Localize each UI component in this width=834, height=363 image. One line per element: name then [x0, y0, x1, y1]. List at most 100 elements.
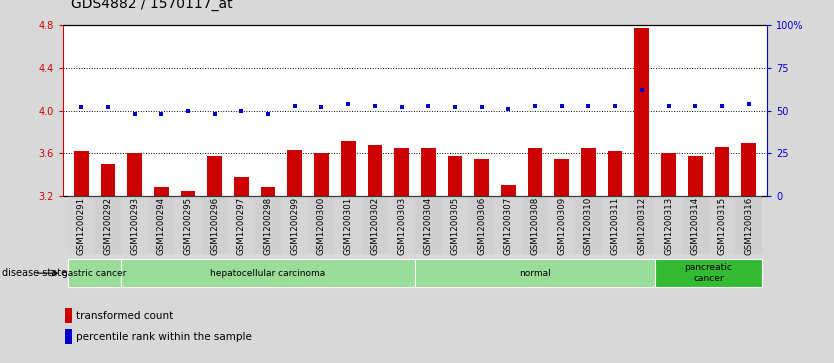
Bar	[394, 148, 409, 196]
Point	[582, 103, 595, 109]
Point	[609, 103, 622, 109]
Text: GSM1200301: GSM1200301	[344, 197, 353, 256]
Bar	[629, 196, 656, 254]
Bar	[736, 196, 762, 254]
Point	[234, 108, 248, 114]
Bar	[234, 177, 249, 196]
Bar	[442, 196, 469, 254]
Point	[422, 103, 435, 109]
Point	[341, 101, 354, 107]
Point	[449, 105, 462, 110]
Point	[742, 101, 756, 107]
Bar	[608, 151, 622, 196]
Bar	[469, 196, 495, 254]
Bar	[421, 148, 435, 196]
Text: GSM1200308: GSM1200308	[530, 197, 540, 256]
Text: GSM1200293: GSM1200293	[130, 197, 139, 255]
Bar	[64, 308, 72, 323]
Bar	[635, 28, 649, 196]
Bar	[741, 143, 756, 196]
Bar	[361, 196, 388, 254]
Bar	[448, 155, 462, 196]
Bar	[121, 196, 148, 254]
Point	[74, 105, 88, 110]
Bar	[288, 150, 302, 196]
Bar	[64, 329, 72, 344]
Point	[689, 103, 702, 109]
Bar	[602, 196, 629, 254]
Point	[636, 87, 649, 93]
Text: disease state: disease state	[2, 268, 67, 278]
Bar	[368, 145, 382, 196]
Bar	[415, 196, 442, 254]
Point	[288, 103, 301, 109]
Bar	[661, 153, 676, 196]
Text: GSM1200294: GSM1200294	[157, 197, 166, 255]
Bar	[715, 147, 729, 196]
Bar	[575, 196, 602, 254]
Bar	[522, 196, 549, 254]
Point	[208, 111, 221, 117]
Point	[368, 103, 381, 109]
Point	[716, 103, 729, 109]
Text: GDS4882 / 1570117_at: GDS4882 / 1570117_at	[71, 0, 233, 11]
Text: GSM1200306: GSM1200306	[477, 197, 486, 256]
Bar	[261, 188, 275, 196]
Bar	[208, 155, 222, 196]
Text: GSM1200297: GSM1200297	[237, 197, 246, 255]
Bar	[388, 196, 415, 254]
Bar	[68, 259, 121, 287]
Point	[128, 111, 141, 117]
Point	[555, 103, 569, 109]
Bar	[314, 153, 329, 196]
Bar	[101, 164, 115, 196]
Bar	[174, 196, 201, 254]
Bar	[341, 140, 355, 196]
Text: normal: normal	[519, 269, 551, 278]
Bar	[228, 196, 254, 254]
Bar	[415, 259, 656, 287]
Bar	[656, 196, 682, 254]
Text: GSM1200292: GSM1200292	[103, 197, 113, 255]
Text: percentile rank within the sample: percentile rank within the sample	[76, 332, 252, 342]
Bar	[581, 148, 595, 196]
Text: GSM1200298: GSM1200298	[264, 197, 273, 255]
Bar	[549, 196, 575, 254]
Text: GSM1200303: GSM1200303	[397, 197, 406, 256]
Text: GSM1200312: GSM1200312	[637, 197, 646, 256]
Text: GSM1200316: GSM1200316	[744, 197, 753, 256]
Text: hepatocellular carcinoma: hepatocellular carcinoma	[210, 269, 326, 278]
Bar	[308, 196, 334, 254]
Point	[394, 105, 408, 110]
Text: GSM1200307: GSM1200307	[504, 197, 513, 256]
Text: GSM1200311: GSM1200311	[610, 197, 620, 256]
Bar	[528, 148, 542, 196]
Bar	[154, 188, 168, 196]
Text: GSM1200304: GSM1200304	[424, 197, 433, 256]
Text: transformed count: transformed count	[76, 311, 173, 321]
Text: GSM1200315: GSM1200315	[717, 197, 726, 256]
Bar	[656, 259, 762, 287]
Bar	[94, 196, 121, 254]
Bar	[334, 196, 361, 254]
Bar	[68, 196, 94, 254]
Point	[181, 108, 194, 114]
Bar	[201, 196, 228, 254]
Text: GSM1200302: GSM1200302	[370, 197, 379, 256]
Text: GSM1200305: GSM1200305	[450, 197, 460, 256]
Point	[662, 103, 676, 109]
Bar	[688, 155, 702, 196]
Text: GSM1200299: GSM1200299	[290, 197, 299, 255]
Text: GSM1200291: GSM1200291	[77, 197, 86, 255]
Point	[529, 103, 542, 109]
Bar	[254, 196, 281, 254]
Bar	[475, 159, 489, 196]
Bar	[74, 151, 88, 196]
Point	[502, 106, 515, 112]
Bar	[555, 159, 569, 196]
Point	[261, 111, 274, 117]
Text: GSM1200313: GSM1200313	[664, 197, 673, 256]
Text: GSM1200295: GSM1200295	[183, 197, 193, 255]
Text: GSM1200309: GSM1200309	[557, 197, 566, 255]
Text: GSM1200314: GSM1200314	[691, 197, 700, 256]
